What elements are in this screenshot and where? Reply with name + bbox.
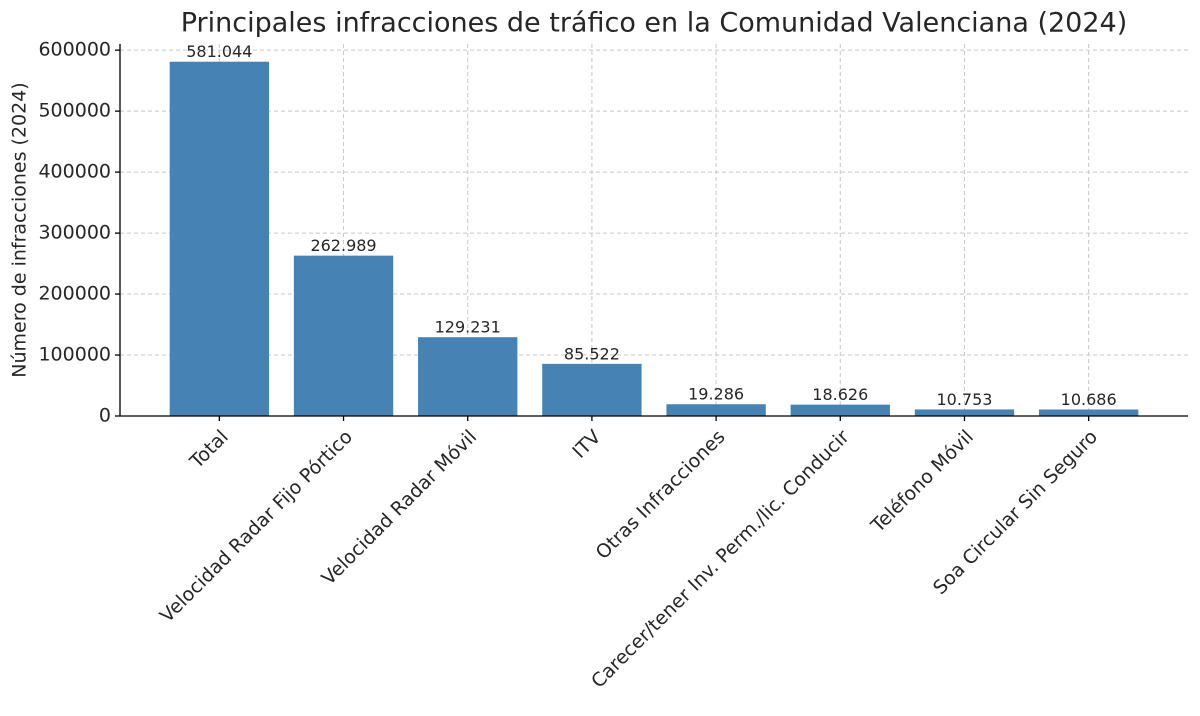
x-tick-label: ITV bbox=[568, 426, 605, 463]
y-axis-label: Número de infracciones (2024) bbox=[9, 82, 31, 377]
value-label: 262.989 bbox=[310, 236, 376, 255]
bar bbox=[790, 404, 890, 416]
bar bbox=[1038, 409, 1139, 416]
y-tick-label: 500000 bbox=[38, 100, 111, 122]
chart-title: Principales infracciones de tráfico en l… bbox=[181, 8, 1127, 39]
bar bbox=[293, 255, 394, 416]
value-label: 85.522 bbox=[564, 344, 620, 363]
value-label: 581.044 bbox=[186, 42, 252, 61]
y-tick-label: 100000 bbox=[38, 344, 111, 366]
y-tick-label: 200000 bbox=[38, 283, 111, 305]
bar bbox=[666, 404, 766, 416]
value-label: 18.626 bbox=[812, 385, 868, 404]
x-tick-label: Teléfono Móvil bbox=[866, 426, 978, 538]
value-label: 129.231 bbox=[435, 318, 501, 337]
value-label: 10.753 bbox=[936, 390, 992, 409]
x-tick-label: Total bbox=[185, 426, 233, 474]
bar bbox=[418, 337, 518, 416]
y-tick-label: 300000 bbox=[38, 222, 111, 244]
x-tick-label: Carecer/tener Inv. Perm./lic. Conducir bbox=[587, 426, 854, 693]
bar bbox=[914, 409, 1015, 416]
x-tick-label: Otras Infracciones bbox=[592, 426, 730, 564]
value-label: 19.286 bbox=[688, 385, 744, 404]
bar bbox=[542, 363, 642, 416]
bar bbox=[169, 61, 270, 416]
y-tick-label: 600000 bbox=[38, 39, 111, 61]
y-tick-label: 400000 bbox=[38, 161, 111, 183]
value-label: 10.686 bbox=[1061, 390, 1117, 409]
y-tick-label: 0 bbox=[99, 405, 111, 427]
